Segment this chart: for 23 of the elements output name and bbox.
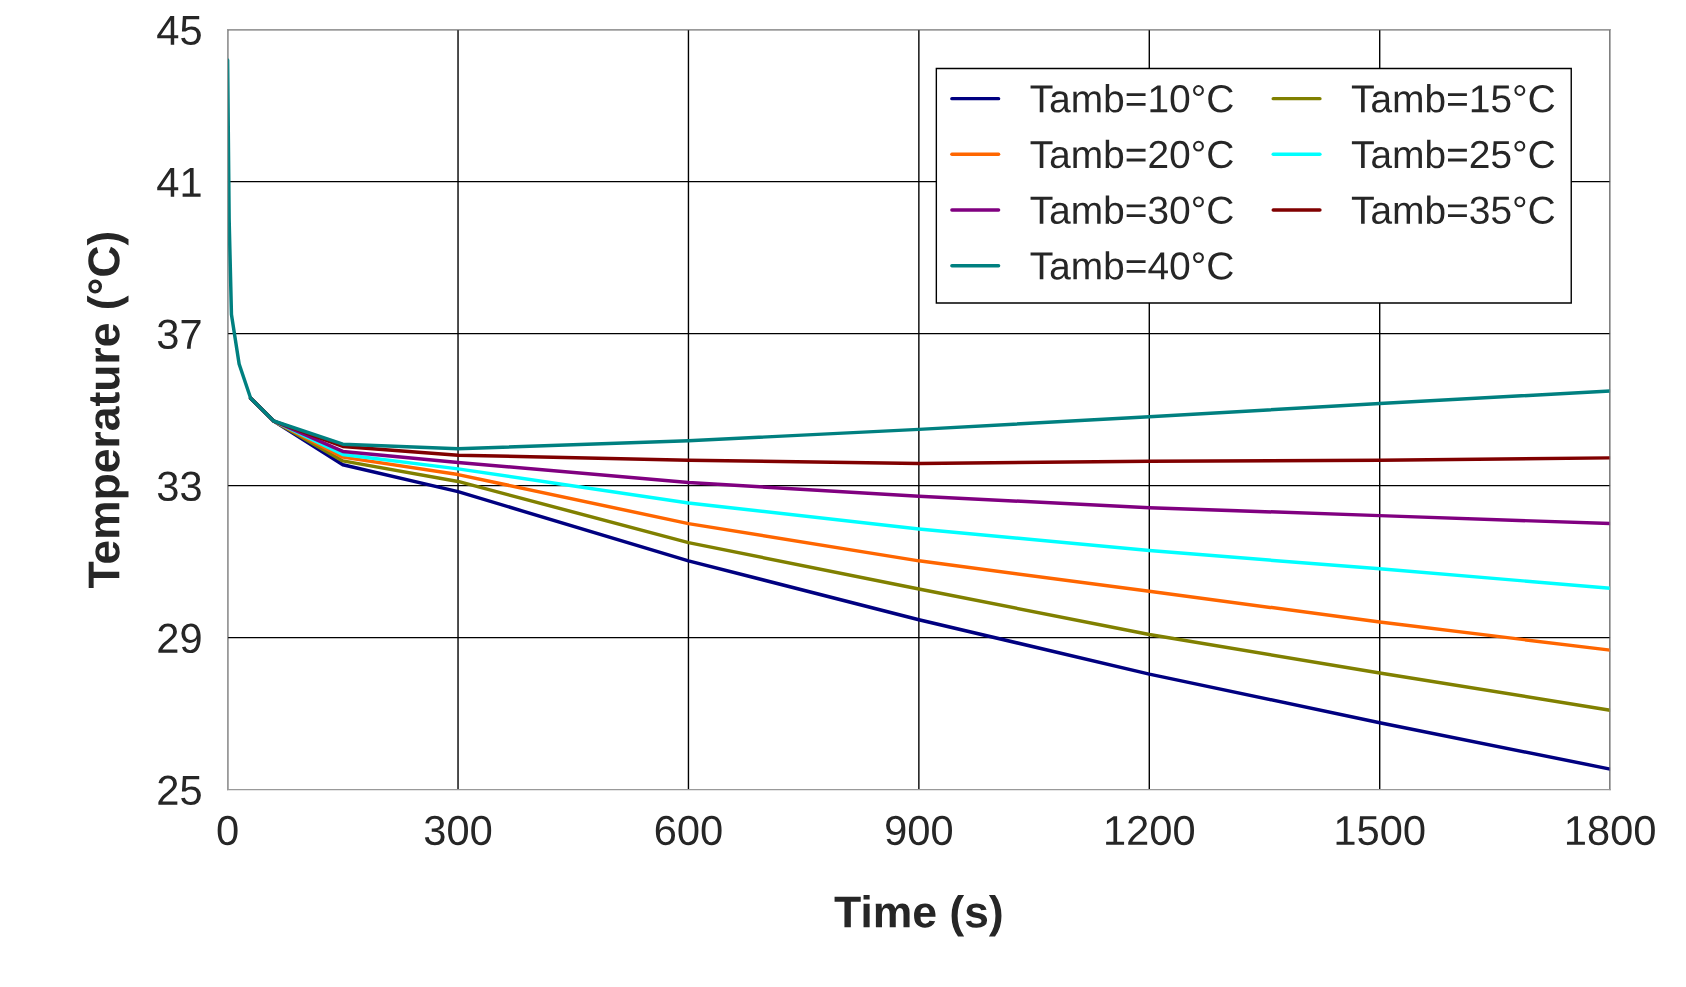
y-tick-label: 29 — [158, 623, 201, 654]
legend-label: Tamb=10°C — [1030, 84, 1233, 113]
y-axis-title: Temperature (°C) — [87, 232, 129, 588]
x-tick-label: 1500 — [1336, 815, 1425, 846]
x-tick-label: 1800 — [1566, 815, 1655, 846]
legend-label: Tamb=15°C — [1351, 84, 1555, 113]
x-tick-label: 0 — [217, 815, 238, 846]
y-tick-label: 41 — [157, 168, 201, 197]
y-tick-label: 37 — [157, 319, 201, 350]
x-tick-label: 900 — [886, 815, 952, 846]
y-tick-label: 33 — [157, 471, 201, 502]
line-series — [227, 58, 1611, 451]
y-tick-label: 45 — [157, 16, 201, 46]
x-tick-label: 1200 — [1106, 815, 1195, 846]
y-tick-label: 25 — [158, 775, 201, 806]
legend-label: Tamb=20°C — [1030, 139, 1233, 169]
legend-label: Tamb=40°C — [1030, 251, 1233, 280]
legend-label: Tamb=30°C — [1030, 195, 1233, 225]
x-tick-label: 600 — [655, 815, 722, 846]
legend-label: Tamb=35°C — [1351, 195, 1555, 225]
x-tick-label: 300 — [424, 815, 492, 846]
x-axis-title: Time (s) — [834, 895, 1002, 937]
legend-label: Tamb=25°C — [1351, 139, 1555, 169]
